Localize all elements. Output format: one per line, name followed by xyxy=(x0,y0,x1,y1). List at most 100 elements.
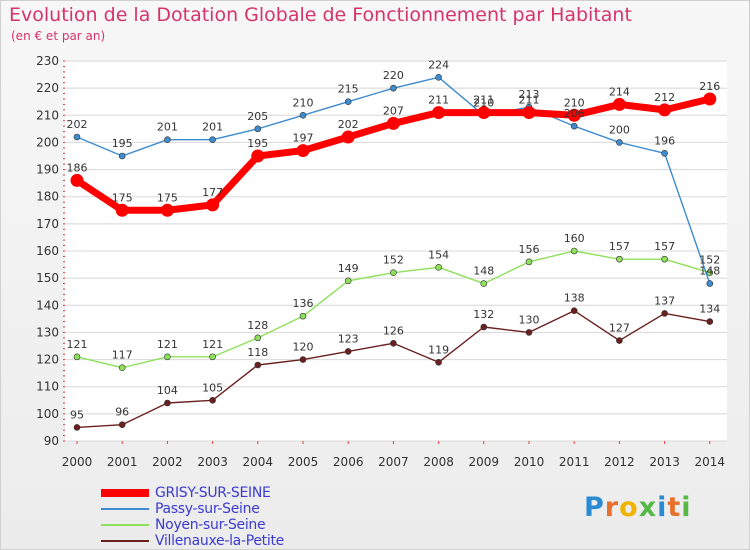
data-point[interactable] xyxy=(115,203,129,217)
data-point[interactable] xyxy=(570,122,578,130)
data-label: 156 xyxy=(519,243,540,256)
series-passy-sur-seine xyxy=(73,73,714,287)
data-point[interactable] xyxy=(344,348,352,355)
data-point[interactable] xyxy=(522,106,536,120)
data-label: 186 xyxy=(67,161,88,174)
data-point[interactable] xyxy=(386,116,400,130)
y-tick-label: 170 xyxy=(36,217,59,231)
data-point[interactable] xyxy=(435,263,442,271)
data-label: 175 xyxy=(112,191,133,204)
data-point[interactable] xyxy=(160,203,174,217)
data-label: 95 xyxy=(70,408,84,421)
data-point[interactable] xyxy=(616,255,623,263)
data-point[interactable] xyxy=(661,149,668,157)
data-point[interactable] xyxy=(661,255,668,263)
data-label: 132 xyxy=(473,308,494,321)
data-point[interactable] xyxy=(209,353,216,361)
data-label: 207 xyxy=(383,104,404,117)
data-point[interactable] xyxy=(209,136,216,144)
data-point[interactable] xyxy=(435,358,442,366)
data-label: 148 xyxy=(699,265,720,278)
legend-item-grisy-sur-seine[interactable]: GRISY-SUR-SEINE xyxy=(101,485,284,501)
data-point[interactable] xyxy=(73,353,81,361)
logo-letter: t xyxy=(667,492,682,523)
data-point[interactable] xyxy=(616,139,623,146)
data-point[interactable] xyxy=(706,318,714,325)
data-point[interactable] xyxy=(525,258,533,266)
data-point[interactable] xyxy=(164,136,171,144)
legend-item-passy-sur-seine[interactable]: Passy-sur-Seine xyxy=(101,501,284,517)
data-point[interactable] xyxy=(206,198,220,212)
data-label: 149 xyxy=(338,262,359,275)
data-point[interactable] xyxy=(73,424,81,431)
data-label: 212 xyxy=(654,91,675,104)
data-point[interactable] xyxy=(390,84,397,92)
data-point[interactable] xyxy=(341,130,355,144)
data-point[interactable] xyxy=(616,337,623,344)
legend-item-villenauxe-la-petite[interactable]: Villenauxe-la-Petite xyxy=(101,533,284,549)
x-tick-label: 2005 xyxy=(288,455,319,469)
data-point[interactable] xyxy=(254,361,262,369)
data-point[interactable] xyxy=(432,106,446,120)
legend-swatch-grisy xyxy=(101,489,149,497)
data-point[interactable] xyxy=(570,247,578,255)
data-label: 197 xyxy=(293,132,314,145)
data-point[interactable] xyxy=(164,399,171,407)
data-point[interactable] xyxy=(299,111,307,119)
data-label: 126 xyxy=(383,324,404,337)
data-point[interactable] xyxy=(480,280,488,287)
y-tick-label: 100 xyxy=(36,407,59,421)
data-label: 127 xyxy=(609,322,630,335)
data-label: 117 xyxy=(112,349,133,362)
data-point[interactable] xyxy=(570,307,578,315)
data-point[interactable] xyxy=(209,396,216,404)
data-point[interactable] xyxy=(251,149,265,163)
data-point[interactable] xyxy=(706,269,714,277)
data-label: 196 xyxy=(654,134,675,147)
data-point[interactable] xyxy=(296,144,310,158)
data-point[interactable] xyxy=(706,280,714,287)
y-tick-label: 180 xyxy=(36,190,59,204)
data-point[interactable] xyxy=(658,103,672,117)
data-label: 195 xyxy=(112,137,133,150)
data-point[interactable] xyxy=(118,421,126,429)
x-tick-label: 2002 xyxy=(152,455,183,469)
data-label: 206 xyxy=(564,107,585,120)
x-tick-label: 2008 xyxy=(423,455,454,469)
x-tick-label: 2009 xyxy=(469,455,500,469)
data-point[interactable] xyxy=(118,364,126,372)
data-point[interactable] xyxy=(661,310,668,317)
data-label: 216 xyxy=(699,80,720,93)
data-label: 210 xyxy=(473,96,494,109)
data-point[interactable] xyxy=(70,173,84,187)
data-point[interactable] xyxy=(567,108,581,122)
x-tick-label: 2010 xyxy=(514,455,545,469)
data-point[interactable] xyxy=(299,356,307,363)
data-point[interactable] xyxy=(299,312,307,320)
data-point[interactable] xyxy=(254,334,262,342)
data-point[interactable] xyxy=(390,269,397,277)
data-point[interactable] xyxy=(164,353,171,361)
data-label: 121 xyxy=(157,338,178,351)
data-label: 120 xyxy=(293,341,314,354)
data-point[interactable] xyxy=(612,97,626,111)
data-point[interactable] xyxy=(344,98,352,106)
x-tick-label: 2004 xyxy=(243,455,274,469)
legend-item-noyen-sur-seine[interactable]: Noyen-sur-Seine xyxy=(101,517,284,533)
data-point[interactable] xyxy=(344,277,352,285)
series-layer xyxy=(70,73,717,431)
data-point[interactable] xyxy=(703,92,717,106)
data-point[interactable] xyxy=(254,125,262,133)
y-tick-label: 140 xyxy=(36,298,59,312)
data-point[interactable] xyxy=(525,329,533,336)
data-point[interactable] xyxy=(118,152,126,160)
data-point[interactable] xyxy=(73,133,81,141)
data-label: 211 xyxy=(428,94,449,107)
data-point[interactable] xyxy=(435,73,442,81)
data-label: 215 xyxy=(338,83,359,96)
chart-title: Evolution de la Dotation Globale de Fonc… xyxy=(9,4,632,26)
data-point[interactable] xyxy=(477,106,491,120)
data-point[interactable] xyxy=(480,323,488,331)
data-label: 213 xyxy=(519,88,540,101)
data-point[interactable] xyxy=(390,339,397,347)
